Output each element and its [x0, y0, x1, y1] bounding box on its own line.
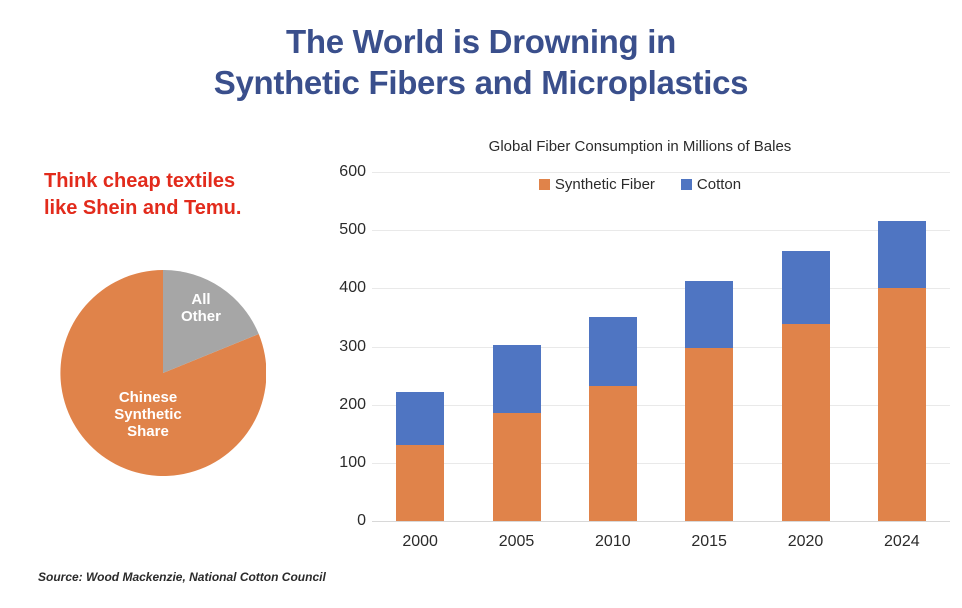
pie-slice-all-other [163, 270, 259, 373]
x-axis-tick-2000: 2000 [402, 533, 438, 550]
gridline-0 [372, 521, 950, 522]
gridline-400 [372, 288, 950, 290]
source-note: Source: Wood Mackenzie, National Cotton … [38, 570, 326, 584]
legend-label-cotton: Cotton [696, 176, 742, 193]
table-row[interactable] [781, 132, 830, 521]
left-panel: Think cheap textiles like Shein and Temu… [0, 160, 330, 500]
y-axis-tick-400: 400 [339, 279, 366, 297]
gridline-200 [372, 404, 950, 406]
table-row[interactable] [877, 132, 926, 521]
bar-chart-plot-area: 600 500 400 300 200 100 0 2000 2005 2010 2015 2020… [330, 132, 950, 557]
pie-chart-svg [60, 270, 266, 476]
page-title: The World is Drowning in Synthetic Fiber… [0, 22, 962, 103]
bar-segment-synthetic-fiber-2005[interactable] [492, 413, 541, 521]
gridline-300 [372, 346, 950, 348]
bar-segment-synthetic-fiber-2024[interactable] [877, 288, 926, 521]
legend-item-cotton[interactable]: Cotton [680, 176, 742, 193]
gridline-100 [372, 462, 950, 464]
y-axis-tick-0: 0 [357, 512, 366, 529]
kicker-line-2: like Shein and Temu. [44, 197, 242, 219]
legend-swatch-synthetic-fiber [538, 179, 550, 190]
bar-segment-synthetic-fiber-2000[interactable] [396, 445, 445, 521]
pie-chart: All Other Chinese Synthetic Share [60, 270, 266, 476]
y-axis-tick-300: 300 [339, 337, 366, 355]
kicker-line-1: Think cheap textiles [44, 170, 236, 192]
legend-item-synthetic-fiber[interactable]: Synthetic Fiber [538, 176, 655, 193]
table-row[interactable] [396, 132, 445, 521]
bar-segment-synthetic-fiber-2010[interactable] [588, 386, 637, 521]
bar-segment-cotton-2010[interactable] [588, 317, 637, 387]
bar-chart-panel: Global Fiber Consumption in Millions of … [330, 132, 950, 557]
bar-segment-synthetic-fiber-2020[interactable] [781, 324, 830, 521]
x-axis-tick-2005: 2005 [498, 533, 535, 550]
bar-segment-cotton-2024[interactable] [877, 220, 926, 289]
gridline-500 [372, 230, 950, 232]
page-title-line-1: The World is Drowning in [285, 23, 676, 60]
bar-segment-cotton-2005[interactable] [492, 345, 541, 414]
bar-chart-title: Global Fiber Consumption in Millions of … [488, 138, 792, 155]
page-title-line-2: Synthetic Fibers and Microplastics [213, 63, 749, 101]
x-axis-tick-2020: 2020 [787, 533, 824, 550]
y-axis-tick-200: 200 [339, 395, 366, 413]
x-axis-tick-2015: 2015 [691, 533, 727, 550]
table-row[interactable] [588, 132, 637, 521]
y-axis-tick-500: 500 [339, 221, 366, 239]
y-axis-tick-600: 600 [339, 163, 366, 180]
bar-segment-cotton-2020[interactable] [781, 251, 830, 325]
table-row[interactable] [685, 132, 734, 521]
y-axis-tick-100: 100 [339, 453, 366, 471]
legend-label-synthetic-fiber: Synthetic Fiber [554, 176, 655, 193]
x-axis-tick-2024: 2024 [884, 533, 920, 550]
bar-chart-legend: Synthetic Fiber Cotton [330, 176, 950, 193]
bar-segment-cotton-2015[interactable] [685, 281, 734, 349]
bar-segment-synthetic-fiber-2015[interactable] [685, 348, 734, 521]
table-row[interactable] [492, 132, 541, 521]
legend-swatch-cotton [680, 179, 692, 190]
kicker-text: Think cheap textiles like Shein and Temu… [44, 168, 324, 222]
bar-segment-cotton-2000[interactable] [396, 391, 445, 446]
pie-slice-chinese-synthetic [60, 270, 266, 476]
gridline-600 [372, 172, 950, 173]
x-axis-tick-2010: 2010 [595, 533, 631, 550]
